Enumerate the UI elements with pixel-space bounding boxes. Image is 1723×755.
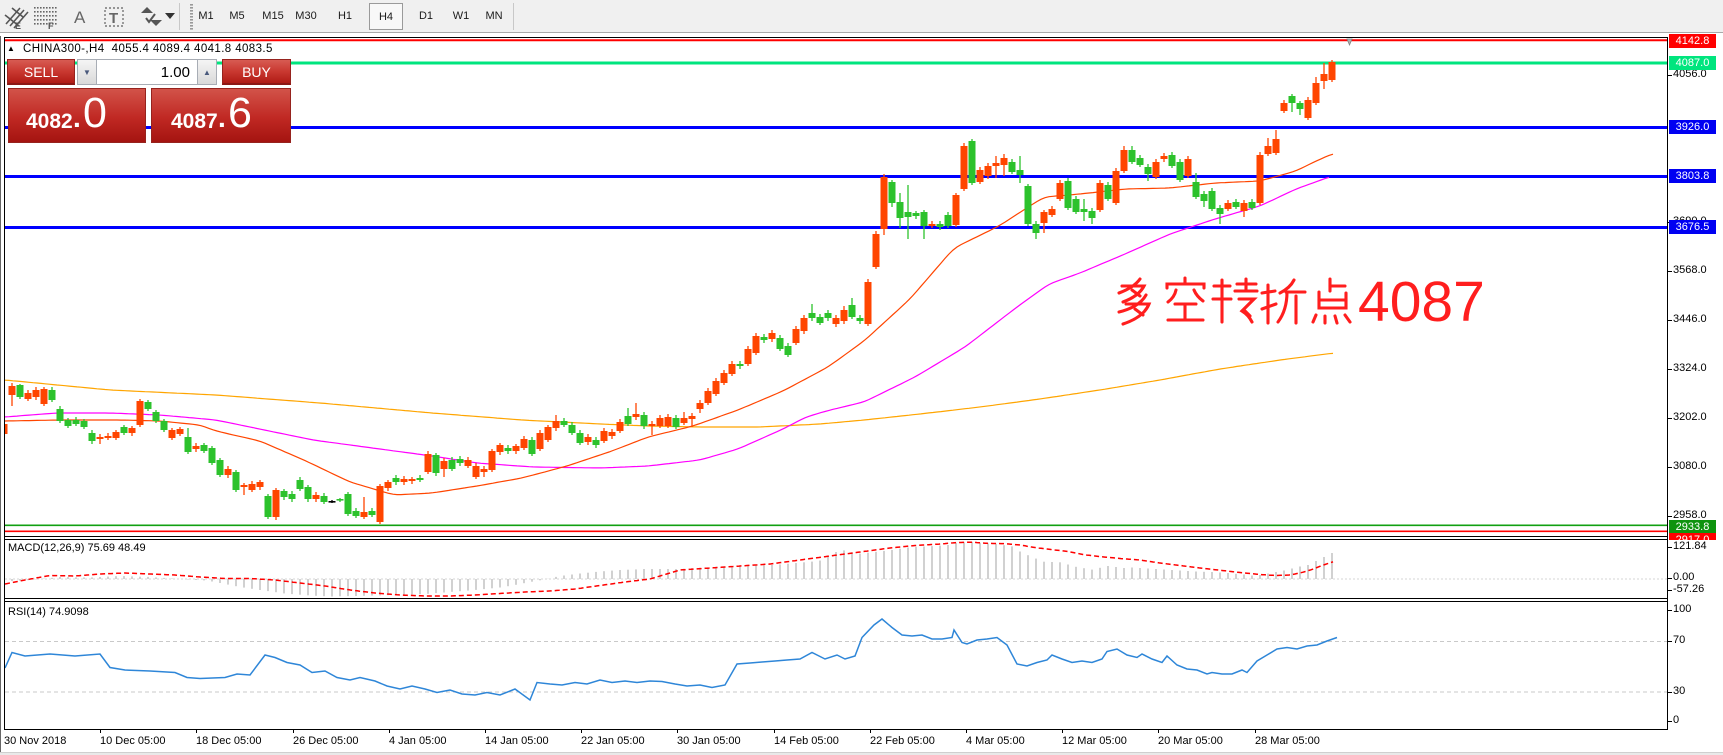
svg-text:A: A <box>74 8 86 27</box>
svg-text:F: F <box>48 21 54 31</box>
svg-text:T: T <box>109 10 118 27</box>
svg-text:4087: 4087 <box>1358 270 1485 334</box>
svg-text:E: E <box>15 21 21 31</box>
